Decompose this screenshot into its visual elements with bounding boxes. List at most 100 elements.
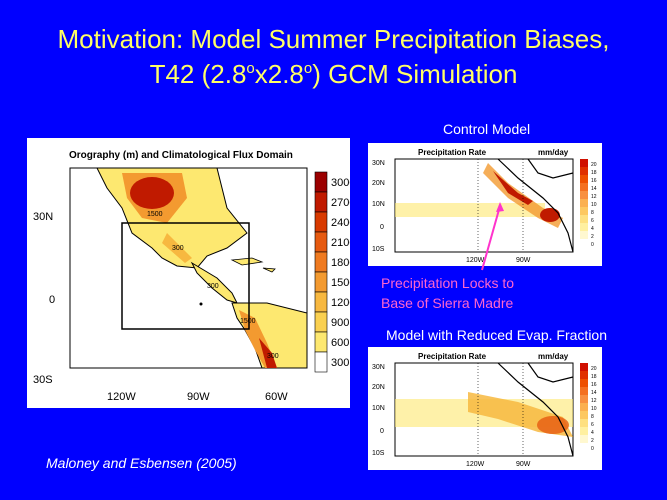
colorbar-label: 2700 [331, 197, 350, 209]
title-part: x2.8 [254, 59, 304, 89]
title-part: ) GCM Simulation [312, 59, 518, 89]
contour-label: 1500 [240, 318, 256, 325]
flux-domain-box [121, 222, 250, 330]
colorbar-swatch [580, 379, 588, 387]
contour-label: 1500 [147, 211, 163, 218]
colorbar-label: 12 [591, 398, 597, 404]
lat-label: 30N [33, 211, 53, 223]
orography-map-panel: Orography (m) and Climatological Flux Do… [27, 138, 355, 408]
reduced-model-caption: Model with Reduced Evap. Fraction [386, 327, 607, 343]
lon-label: 120W [466, 461, 485, 468]
colorbar-swatch [580, 167, 588, 175]
colorbar-swatch [580, 215, 588, 223]
colorbar-label: 4 [591, 226, 594, 232]
control-precip-map: Precipitation Rate mm/day 30N 20N 10N 0 … [372, 148, 597, 264]
contour-label: 300 [207, 283, 219, 290]
lon-label: 90W [516, 461, 531, 468]
precip-units: mm/day [538, 352, 569, 361]
colorbar-label: 300 [331, 357, 349, 369]
coastline [527, 362, 574, 383]
colorbar-label: 18 [591, 170, 597, 176]
lat-label: 30N [372, 364, 385, 371]
colorbar-swatch [580, 387, 588, 395]
lon-label: 90W [187, 391, 210, 403]
coastline [527, 158, 574, 179]
colorbar-label: 0 [591, 242, 594, 248]
colorbar-label: 2 [591, 234, 594, 240]
colorbar-label: 8 [591, 414, 594, 420]
lat-label: 0 [49, 294, 55, 306]
colorbar-swatch [580, 199, 588, 207]
colorbar-swatch [314, 271, 328, 293]
colorbar-label: 1200 [331, 297, 350, 309]
colorbar-swatch [314, 191, 328, 213]
orography-map-title: Orography (m) and Climatological Flux Do… [69, 150, 293, 161]
contour-label: 300 [267, 353, 279, 360]
colorbar-swatch [580, 239, 588, 247]
colorbar-swatch [314, 171, 328, 193]
central-america-land [190, 261, 238, 304]
degree-sup: o [246, 60, 255, 77]
precip-max [537, 416, 569, 434]
colorbar-label: 10 [591, 406, 597, 412]
colorbar-label: 900 [331, 317, 349, 329]
control-model-panel: Precipitation Rate mm/day 30N 20N 10N 0 … [368, 143, 602, 266]
colorbar-label: 20 [591, 162, 597, 168]
itcz-band [395, 203, 545, 217]
colorbar-label: 12 [591, 194, 597, 200]
lat-label: 10S [372, 450, 385, 457]
mexico-terrain [162, 233, 192, 263]
colorbar-label: 2100 [331, 237, 350, 249]
colorbar-label: 3000 [331, 177, 350, 189]
lon-label: 60W [265, 391, 288, 403]
colorbar-label: 16 [591, 178, 597, 184]
colorbar-swatch [580, 411, 588, 419]
annotation-arrow [481, 202, 504, 271]
colorbar-swatch [580, 427, 588, 435]
colorbar-label: 14 [591, 390, 597, 396]
colorbar-label: 14 [591, 186, 597, 192]
annotation-line2: Base of Sierra Madre [381, 295, 514, 311]
slide-title-line1: Motivation: Model Summer Precipitation B… [57, 24, 610, 54]
lon-label: 90W [516, 257, 531, 264]
control-model-caption: Control Model [443, 121, 531, 137]
colorbar-swatch [314, 231, 328, 253]
annotation-line1: Precipitation Locks to [381, 275, 515, 291]
colorbar-swatch [580, 443, 588, 451]
lat-label: 10N [372, 405, 385, 412]
colorbar-swatch [314, 331, 328, 353]
precip-units: mm/day [538, 148, 569, 157]
colorbar-label: 10 [591, 202, 597, 208]
colorbar-swatch [314, 251, 328, 273]
lat-label: 10S [372, 246, 385, 253]
citation: Maloney and Esbensen (2005) [46, 455, 237, 471]
coastline [497, 158, 574, 253]
lat-label: 10N [372, 201, 385, 208]
high-terrain [130, 177, 174, 209]
lon-label: 120W [466, 257, 485, 264]
precip-max-sierra-madre [493, 171, 533, 205]
galapagos-island [199, 302, 203, 306]
lat-labels: 30N 20N 10N 0 10S [372, 160, 385, 253]
colorbar-swatch [580, 231, 588, 239]
coastline [497, 362, 574, 457]
colorbar-swatch [314, 311, 328, 333]
colorbar-label: 18 [591, 374, 597, 380]
colorbar-swatch [580, 363, 588, 371]
colorbar-label: 20 [591, 366, 597, 372]
lat-label: 0 [380, 224, 384, 231]
contour-label: 300 [172, 245, 184, 252]
colorbar-swatch [314, 211, 328, 233]
precip-title: Precipitation Rate [418, 148, 487, 157]
lat-label: 30N [372, 160, 385, 167]
lat-label: 20N [372, 180, 385, 187]
colorbar-label: 6 [591, 218, 594, 224]
lat-label: 30S [33, 374, 53, 386]
hispaniola-island [262, 267, 276, 273]
colorbar-swatch [314, 351, 328, 373]
orography-map: Orography (m) and Climatological Flux Do… [33, 150, 355, 403]
colorbar-swatch [580, 403, 588, 411]
colorbar-swatch [314, 291, 328, 313]
map-frame: 1500 300 300 1500 300 [69, 167, 308, 369]
